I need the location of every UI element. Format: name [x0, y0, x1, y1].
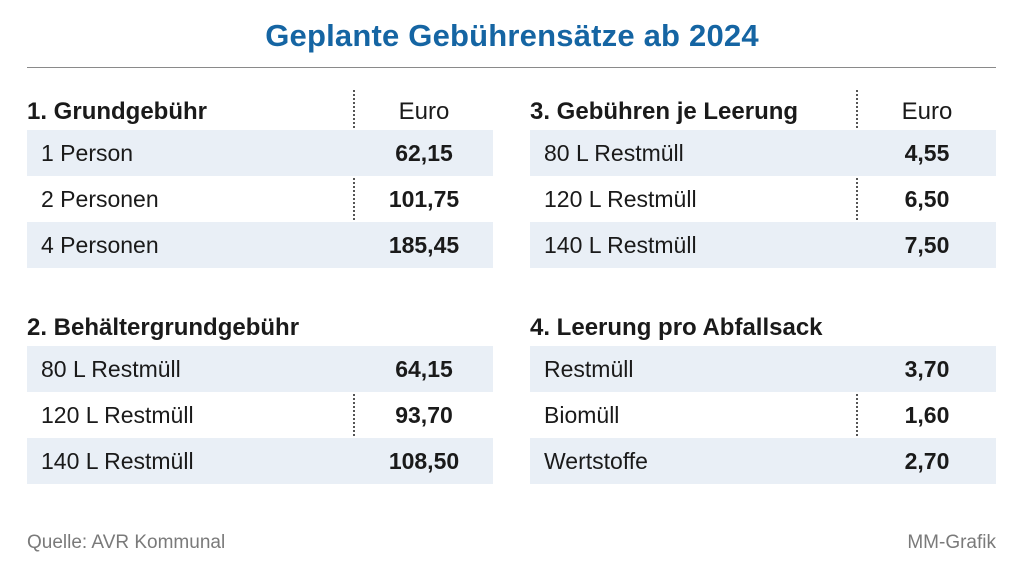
- section-title: 2. Behältergrundgebühr: [27, 314, 300, 341]
- dotted-divider: [856, 346, 858, 484]
- title-divider: [27, 67, 996, 68]
- row-value: 4,55: [904, 140, 950, 166]
- section-header: 4. Leerung pro Abfallsack: [530, 306, 996, 346]
- section-title: 3. Gebühren je Leerung: [530, 98, 799, 125]
- dotted-divider: [856, 90, 858, 268]
- section-header: 2. Behältergrundgebühr: [27, 306, 493, 346]
- section-title: 4. Leerung pro Abfallsack: [530, 314, 823, 341]
- unit-label: Euro: [901, 98, 953, 125]
- row-value: 62,15: [395, 140, 453, 166]
- section-behaeltergrundgebuehr: 2. Behältergrundgebühr 80 L Restmüll 64,…: [27, 306, 493, 484]
- page-title: Geplante Gebührensätze ab 2024: [265, 18, 759, 53]
- row-value: 1,60: [904, 402, 950, 428]
- row-value: 185,45: [388, 232, 460, 258]
- dotted-divider: [353, 90, 355, 268]
- unit-label: Euro: [398, 98, 450, 125]
- credit-note: MM-Grafik: [907, 532, 996, 553]
- row-label: 80 L Restmüll: [544, 140, 684, 166]
- row-label: Biomüll: [544, 402, 620, 428]
- table-row: 80 L Restmüll 64,15: [27, 346, 493, 392]
- section-header: 1. Grundgebühr Euro: [27, 90, 493, 130]
- row-label: 80 L Restmüll: [41, 356, 181, 382]
- table-row: 1 Person 62,15: [27, 130, 493, 176]
- table-row: 120 L Restmüll 6,50: [530, 176, 996, 222]
- section-rows: Restmüll 3,70 Biomüll 1,60 Wertstoffe 2,…: [530, 346, 996, 484]
- dotted-divider: [353, 346, 355, 484]
- row-label: 140 L Restmüll: [41, 448, 194, 474]
- section-title: 1. Grundgebühr: [27, 98, 207, 125]
- row-value: 108,50: [388, 448, 460, 474]
- table-row: 80 L Restmüll 4,55: [530, 130, 996, 176]
- section-rows: 1 Person 62,15 2 Personen 101,75 4 Perso…: [27, 90, 493, 268]
- row-label: Restmüll: [544, 356, 634, 382]
- table-row: Wertstoffe 2,70: [530, 438, 996, 484]
- row-label: 120 L Restmüll: [544, 186, 697, 212]
- row-value: 101,75: [388, 186, 460, 212]
- table-row: Biomüll 1,60: [530, 392, 996, 438]
- table-row: 120 L Restmüll 93,70: [27, 392, 493, 438]
- row-value: 6,50: [904, 186, 950, 212]
- section-leerung-pro-abfallsack: 4. Leerung pro Abfallsack Restmüll 3,70 …: [530, 306, 996, 484]
- table-row: Restmüll 3,70: [530, 346, 996, 392]
- section-grundgebuehr: 1. Grundgebühr Euro 1 Person 62,15 2 Per…: [27, 90, 493, 268]
- row-value: 3,70: [904, 356, 950, 382]
- section-header: 3. Gebühren je Leerung Euro: [530, 90, 996, 130]
- section-rows: 80 L Restmüll 64,15 120 L Restmüll 93,70…: [27, 346, 493, 484]
- row-label: Wertstoffe: [544, 448, 648, 474]
- section-gebuehren-je-leerung: 3. Gebühren je Leerung Euro 80 L Restmül…: [530, 90, 996, 268]
- row-label: 140 L Restmüll: [544, 232, 697, 258]
- section-rows: 80 L Restmüll 4,55 120 L Restmüll 6,50 1…: [530, 90, 996, 268]
- table-row: 4 Personen 185,45: [27, 222, 493, 268]
- row-label: 2 Personen: [41, 186, 159, 212]
- source-note: Quelle: AVR Kommunal: [27, 532, 226, 553]
- row-value: 7,50: [904, 232, 950, 258]
- table-row: 140 L Restmüll 7,50: [530, 222, 996, 268]
- row-label: 4 Personen: [41, 232, 159, 258]
- row-value: 64,15: [395, 356, 453, 382]
- row-value: 93,70: [395, 402, 453, 428]
- table-row: 140 L Restmüll 108,50: [27, 438, 493, 484]
- table-row: 2 Personen 101,75: [27, 176, 493, 222]
- row-value: 2,70: [904, 448, 950, 474]
- row-label: 120 L Restmüll: [41, 402, 194, 428]
- row-label: 1 Person: [41, 140, 134, 166]
